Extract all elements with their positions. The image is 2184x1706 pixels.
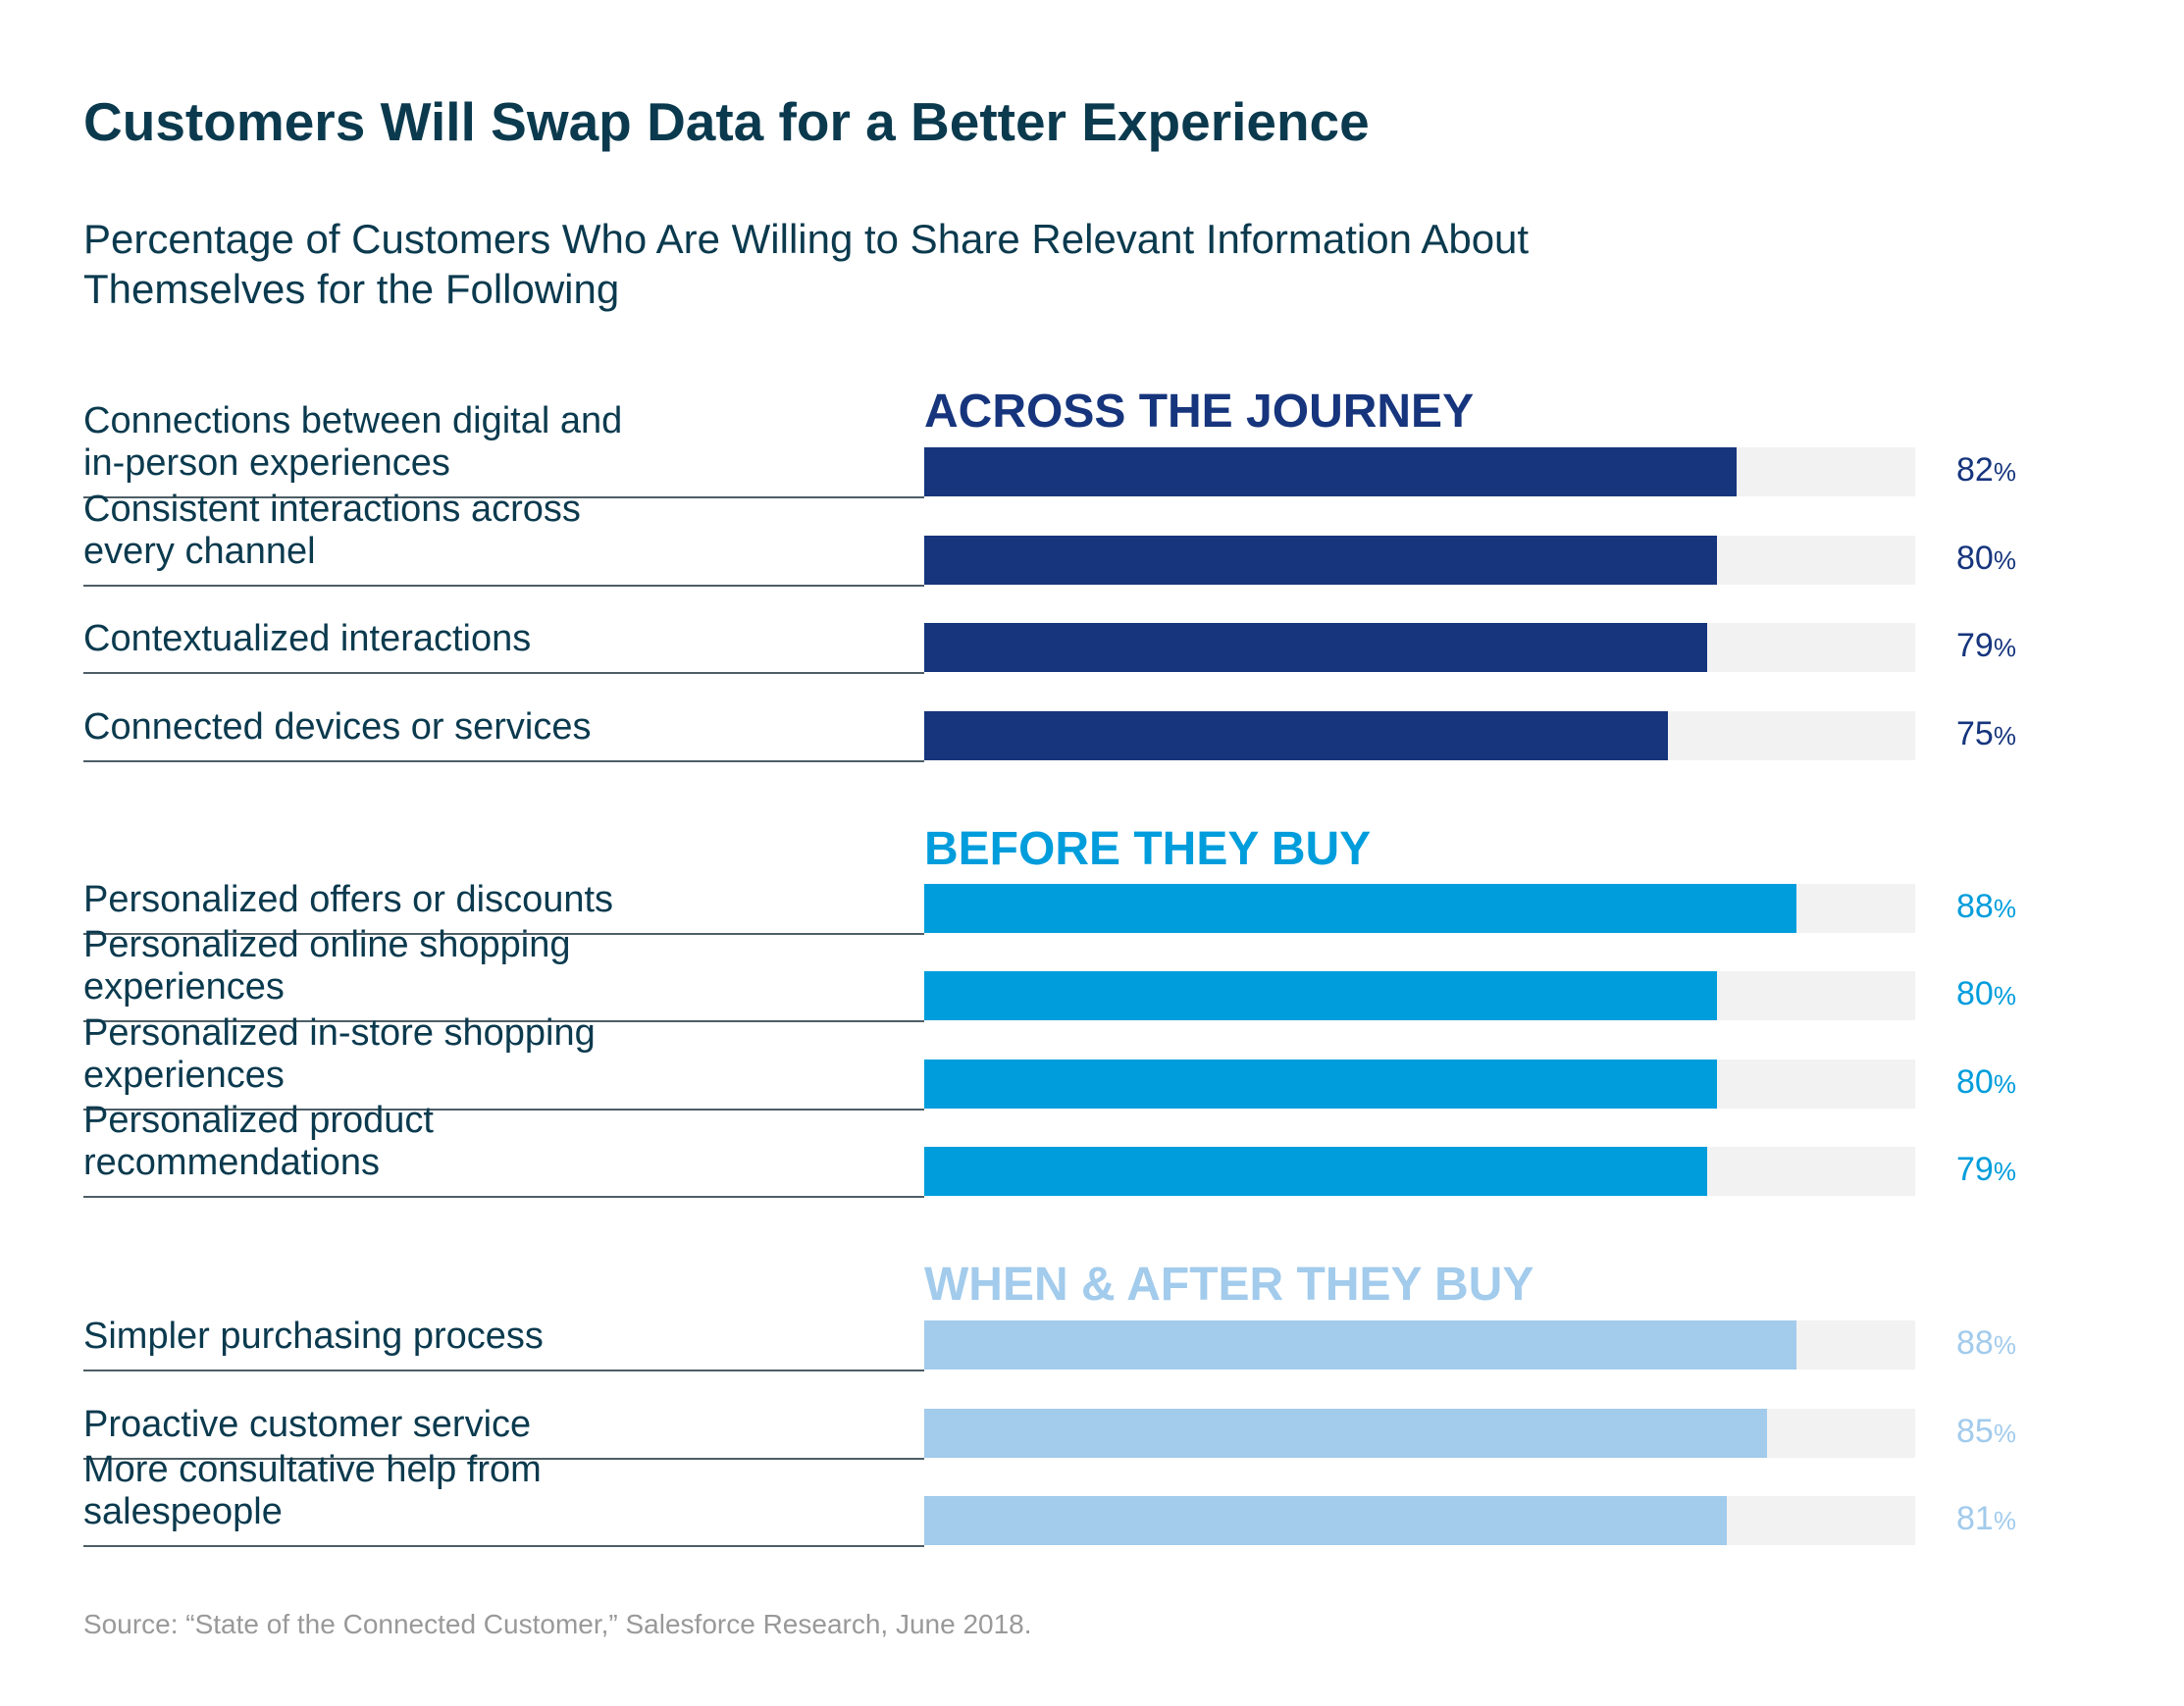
- row-divider: [83, 933, 924, 935]
- row-label: Contextualized interactions: [83, 618, 532, 659]
- row-label: Personalized offers or discounts: [83, 879, 614, 920]
- bar-track: [924, 884, 1915, 933]
- value-unit: %: [1993, 1157, 2016, 1186]
- bar-track: [924, 1409, 1915, 1458]
- value-unit: %: [1993, 721, 2016, 750]
- bar-track: [924, 1496, 1915, 1545]
- source-note: Source: “State of the Connected Customer…: [83, 1609, 1032, 1639]
- value-number: 82: [1956, 451, 1994, 489]
- value-unit: %: [1993, 1419, 2016, 1448]
- row-label: Proactive customer service: [83, 1404, 532, 1445]
- bar: [924, 536, 1717, 585]
- value-number: 80: [1956, 975, 1994, 1012]
- value-number: 85: [1956, 1413, 1994, 1450]
- value-number: 80: [1956, 1063, 1994, 1101]
- bar: [924, 711, 1668, 760]
- value-unit: %: [1993, 981, 2016, 1010]
- value-label: 80%: [1956, 1063, 2016, 1102]
- value-label: 80%: [1956, 975, 2016, 1013]
- row-divider: [83, 496, 924, 498]
- row-label: Connected devices or services: [83, 706, 592, 748]
- bar: [924, 1060, 1717, 1109]
- row-divider: [83, 1020, 924, 1022]
- bar-track: [924, 1147, 1915, 1196]
- value-label: 79%: [1956, 627, 2016, 665]
- value-number: 88: [1956, 1324, 1994, 1362]
- row-divider: [83, 1370, 924, 1371]
- value-unit: %: [1993, 633, 2016, 662]
- row-label: Personalized online shopping experiences: [83, 924, 571, 1008]
- value-number: 79: [1956, 1151, 1994, 1188]
- bar-track: [924, 711, 1915, 760]
- value-label: 82%: [1956, 451, 2016, 490]
- row-label: Connections between digital and in-perso…: [83, 400, 623, 484]
- value-label: 75%: [1956, 715, 2016, 753]
- value-label: 85%: [1956, 1413, 2016, 1451]
- value-unit: %: [1993, 1069, 2016, 1099]
- value-number: 81: [1956, 1500, 1994, 1537]
- value-label: 80%: [1956, 540, 2016, 578]
- value-number: 88: [1956, 888, 1994, 925]
- value-label: 88%: [1956, 888, 2016, 926]
- row-divider: [83, 672, 924, 674]
- bar-track: [924, 1060, 1915, 1109]
- bar: [924, 884, 1796, 933]
- value-number: 80: [1956, 540, 1994, 577]
- value-label: 79%: [1956, 1151, 2016, 1189]
- chart-subtitle: Percentage of Customers Who Are Willing …: [83, 216, 1530, 312]
- bar: [924, 1147, 1707, 1196]
- row-label: Consistent interactions across every cha…: [83, 489, 581, 572]
- bar: [924, 1320, 1796, 1370]
- row-divider: [83, 1545, 924, 1547]
- value-label: 81%: [1956, 1500, 2016, 1538]
- row-divider: [83, 1109, 924, 1111]
- bar-track: [924, 447, 1915, 496]
- row-label: Simpler purchasing process: [83, 1316, 544, 1357]
- bar-track: [924, 536, 1915, 585]
- bar: [924, 1409, 1767, 1458]
- row-label: More consultative help from salespeople: [83, 1449, 542, 1532]
- bar-track: [924, 1320, 1915, 1370]
- row-label: Personalized product recommendations: [83, 1100, 434, 1183]
- bar: [924, 623, 1707, 672]
- row-divider: [83, 585, 924, 587]
- value-unit: %: [1993, 894, 2016, 923]
- value-unit: %: [1993, 1506, 2016, 1535]
- value-label: 88%: [1956, 1324, 2016, 1363]
- value-unit: %: [1993, 1330, 2016, 1360]
- section-title: BEFORE THEY BUY: [924, 823, 1372, 875]
- value-unit: %: [1993, 545, 2016, 575]
- row-divider: [83, 1196, 924, 1198]
- row-label: Personalized in-store shopping experienc…: [83, 1012, 596, 1096]
- bar-track: [924, 623, 1915, 672]
- value-number: 79: [1956, 627, 1994, 664]
- bar: [924, 447, 1738, 496]
- row-divider: [83, 1458, 924, 1460]
- value-unit: %: [1993, 457, 2016, 487]
- bar-track: [924, 971, 1915, 1020]
- section-title: ACROSS THE JOURNEY: [924, 386, 1475, 438]
- value-number: 75: [1956, 715, 1994, 752]
- row-divider: [83, 760, 924, 762]
- chart-title: Customers Will Swap Data for a Better Ex…: [83, 91, 1370, 152]
- bar: [924, 1496, 1728, 1545]
- section-title: WHEN & AFTER THEY BUY: [924, 1259, 1534, 1311]
- bar: [924, 971, 1717, 1020]
